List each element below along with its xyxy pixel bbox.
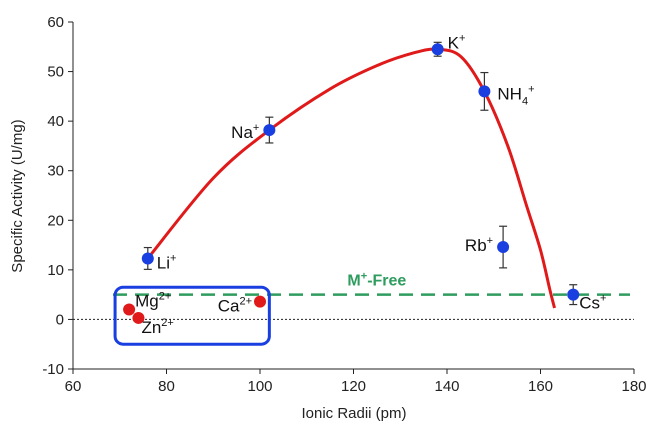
fit-curve (146, 47, 556, 309)
x-axis-title: Ionic Radii (pm) (301, 405, 406, 422)
x-tick-label: 120 (341, 378, 366, 395)
label-cs: Cs+ (579, 293, 606, 313)
y-tick-label: 30 (47, 163, 64, 180)
axes: -10 0 10 20 30 40 50 60 60 80 100 120 140 160 180 (42, 14, 646, 395)
labels: Li+ Na+ K+ NH4+ Rb+ Cs+ Mg2+ Zn2+ Ca2+ (135, 32, 606, 337)
point-nh (478, 85, 491, 98)
fit-curve-group (146, 47, 556, 309)
y-tick-label: 10 (47, 262, 64, 279)
y-tick-label: 60 (47, 14, 64, 31)
x-tick-label: 80 (158, 378, 175, 395)
label-ca: Ca2+ (218, 296, 252, 316)
point-rb (497, 241, 510, 254)
x-tick-label: 100 (247, 378, 272, 395)
y-tick-label: 50 (47, 64, 64, 81)
divalent-highlight-box (113, 285, 271, 346)
point-ca (254, 295, 266, 308)
label-na: Na+ (231, 122, 259, 142)
label-nh: NH4+ (497, 83, 534, 107)
point-cs (567, 288, 580, 301)
x-tick-label: 160 (528, 378, 553, 395)
point-li (141, 252, 154, 265)
point-mg (123, 303, 136, 316)
x-tick-label: 60 (65, 378, 82, 395)
markers (123, 41, 580, 324)
y-tick-label: -10 (42, 361, 64, 378)
overlays: M+-Free (73, 271, 634, 346)
label-rb: Rb+ (465, 235, 493, 255)
point-zn (132, 311, 145, 324)
y-tick-label: 40 (47, 113, 64, 130)
label-li: Li+ (157, 252, 177, 272)
y-tick-label: 20 (47, 212, 64, 229)
label-k: K+ (448, 32, 466, 52)
point-na (263, 124, 276, 137)
y-tick-label: 0 (56, 311, 64, 328)
x-tick-label: 180 (621, 378, 646, 395)
label-mg: Mg2+ (135, 291, 171, 311)
m-free-label: M+-Free (347, 271, 406, 290)
label-zn: Zn2+ (141, 317, 173, 337)
point-k (431, 43, 444, 56)
x-tick-label: 140 (434, 378, 459, 395)
y-axis-title: Specific Activity (U/mg) (9, 119, 26, 272)
